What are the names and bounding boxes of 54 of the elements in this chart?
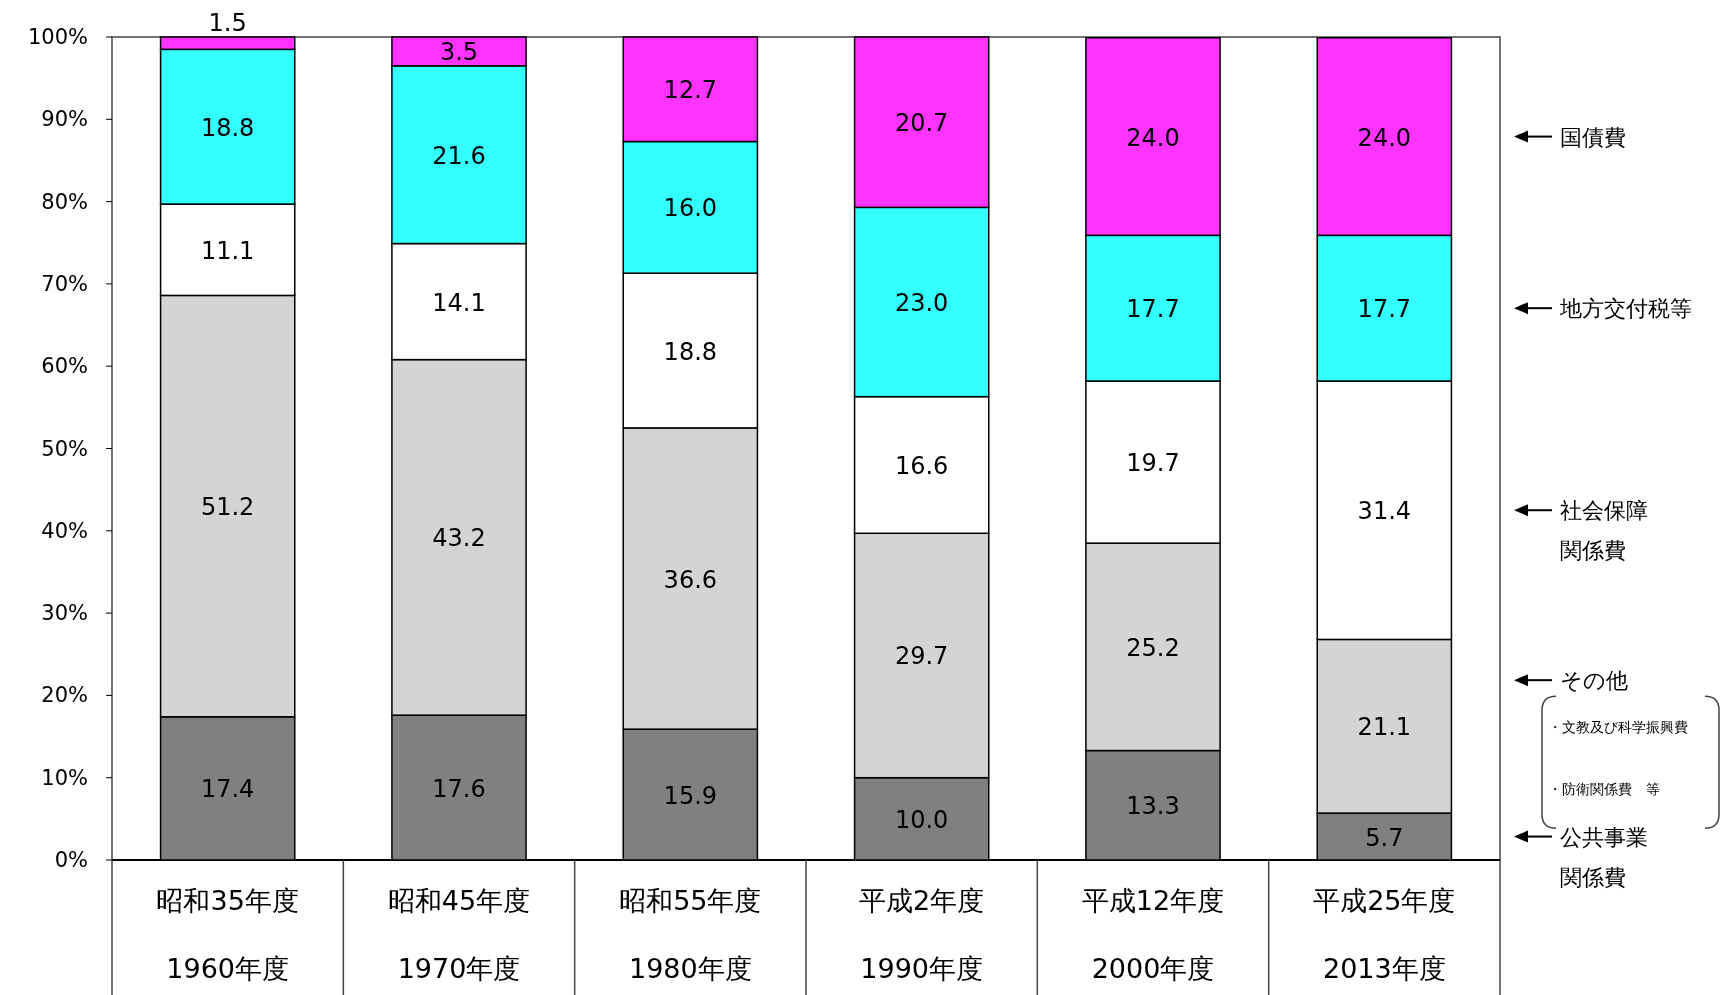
data-label: 17.6	[432, 774, 486, 803]
data-label: 17.7	[1357, 295, 1412, 324]
data-label: 18.8	[663, 337, 718, 366]
y-tick-label: 10%	[41, 765, 88, 790]
data-label: 31.4	[1357, 497, 1412, 526]
legend-label: 社会保障関係費	[1560, 498, 1648, 564]
data-label: 13.3	[1126, 792, 1180, 821]
y-tick-label: 0%	[54, 848, 88, 872]
category-label: 平成2年度 1990年度	[859, 885, 985, 984]
data-label: 16.6	[894, 451, 949, 480]
data-label: 29.7	[894, 642, 949, 671]
data-label: 51.2	[200, 493, 255, 522]
legend-label: 地方交付税等	[1559, 296, 1692, 322]
data-label: 15.9	[663, 781, 718, 810]
data-label: 24.0	[1126, 123, 1180, 152]
data-label: 11.1	[200, 236, 255, 265]
y-tick-label: 70%	[41, 271, 88, 296]
data-label: 18.8	[200, 113, 255, 142]
data-label: 5.7	[1365, 823, 1404, 852]
data-label: 14.1	[432, 288, 486, 317]
data-label: 21.1	[1357, 713, 1412, 742]
data-label: 24.0	[1357, 123, 1412, 152]
legend-label: 公共事業関係費	[1560, 824, 1648, 890]
y-tick-label: 40%	[41, 518, 88, 543]
legend-label: 国債費	[1560, 124, 1626, 150]
data-label: 25.2	[1126, 633, 1180, 662]
y-tick-label: 30%	[41, 601, 88, 626]
data-label: 20.7	[894, 109, 949, 138]
data-label: 1.5	[208, 9, 247, 37]
category-label: 昭和35年度 1960年度	[156, 885, 299, 984]
data-label: 10.0	[894, 805, 949, 834]
data-label: 16.0	[663, 194, 718, 223]
legend-label: その他	[1560, 668, 1628, 694]
category-label: 昭和55年度 1980年度	[619, 885, 762, 984]
category-label: 平成12年度 2000年度	[1081, 885, 1225, 984]
text: ・防衛関係費 等	[1548, 781, 1660, 798]
data-label: 12.7	[663, 76, 718, 105]
y-tick-label: 20%	[41, 683, 88, 708]
data-label: 17.4	[200, 775, 255, 804]
y-tick-label: 60%	[41, 354, 88, 379]
data-label: 17.7	[1126, 295, 1180, 324]
data-label: 36.6	[663, 565, 718, 594]
category-label: 平成25年度 2013年度	[1313, 885, 1456, 984]
y-tick-label: 90%	[41, 107, 88, 132]
data-label: 3.5	[439, 38, 479, 67]
y-tick-label: 100%	[27, 25, 88, 49]
y-tick-label: 80%	[41, 189, 88, 214]
text: ・文教及び科学振興費	[1548, 719, 1688, 736]
y-tick-label: 50%	[41, 436, 88, 461]
data-label: 43.2	[432, 524, 486, 553]
data-label: 19.7	[1126, 449, 1180, 478]
data-label: 21.6	[432, 141, 486, 170]
data-label: 23.0	[894, 289, 949, 318]
category-label: 昭和45年度 1970年度	[387, 885, 531, 984]
